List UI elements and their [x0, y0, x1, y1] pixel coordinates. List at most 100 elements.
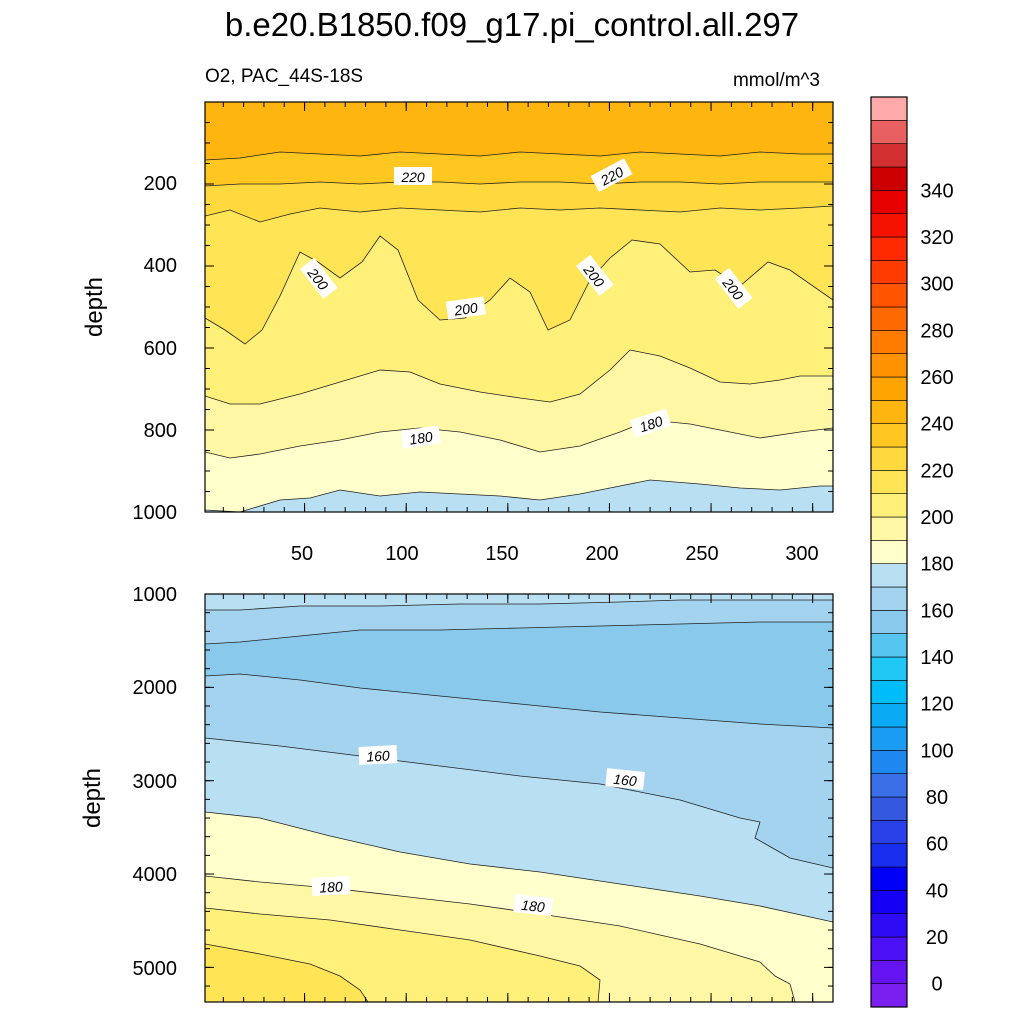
colorbar-label: 240	[920, 414, 953, 436]
colorbar-box	[870, 983, 908, 1008]
colorbar-label: 60	[926, 834, 948, 856]
colorbar-frame	[870, 96, 908, 1008]
contour-line	[205, 621, 833, 645]
contour-line	[205, 811, 833, 923]
y-tick-label: 600	[144, 338, 177, 360]
colorbar-label: 0	[931, 974, 942, 996]
x-tick-label: 300	[785, 543, 818, 565]
colorbar-label: 40	[926, 880, 948, 902]
colorbar-box	[870, 236, 908, 261]
colorbar-box	[870, 376, 908, 401]
contour-line	[205, 349, 833, 405]
contour-line	[205, 181, 833, 187]
colorbar-label: 340	[920, 180, 953, 202]
contour-label: 180	[521, 897, 546, 915]
colorbar-box	[870, 283, 908, 308]
colorbar-box	[870, 796, 908, 821]
colorbar-label: 220	[920, 460, 953, 482]
upper-panel: 220 220 200 200 200 200 180 180 50 100 1…	[81, 101, 834, 565]
colorbar-box	[870, 423, 908, 448]
colorbar-box	[870, 166, 908, 191]
colorbar-box	[870, 610, 908, 634]
colorbar-box	[870, 726, 908, 751]
colorbar-box	[870, 493, 908, 518]
colorbar-box	[870, 190, 908, 214]
colorbar-box	[870, 353, 908, 378]
y-tick-label: 1000	[133, 502, 178, 524]
colorbar-labels: 0 20 40 60 80 100 120 140 160 180 200 220 240 260 280 3…	[920, 180, 953, 995]
colorbar-box	[870, 960, 908, 984]
colorbar	[870, 96, 908, 1008]
upper-y-tick-labels: 200 400 600 800 1000	[133, 173, 178, 524]
colorbar-label: 300	[920, 274, 953, 296]
colorbar-box	[870, 936, 908, 961]
colorbar-label: 140	[920, 647, 953, 669]
fill-band-240	[205, 102, 833, 160]
lower-panel: 160 160 180 180 1000 2000 3000 4000 5000…	[79, 584, 834, 1003]
contour-label: 200	[452, 299, 479, 318]
fill-band-210	[205, 944, 368, 1002]
colorbar-box	[870, 516, 908, 541]
colorbar-box	[870, 540, 908, 564]
colorbar-label: 100	[920, 740, 953, 762]
colorbar-label: 20	[926, 927, 948, 949]
upper-contour-labels: 220 220 200 200 200 200 180 180	[299, 158, 753, 449]
contour-label: 180	[637, 413, 664, 436]
contour-label: 220	[400, 169, 425, 185]
upper-contour-fill: 220 220 200 200 200 200 180 180	[205, 102, 833, 512]
colorbar-box	[870, 656, 908, 681]
lower-contour-labels: 160 160 180 180	[311, 745, 645, 916]
contour-line	[205, 737, 833, 869]
y-tick-label: 200	[144, 173, 177, 195]
y-tick-label: 400	[144, 255, 177, 277]
colorbar-box	[870, 586, 908, 611]
colorbar-box	[870, 890, 908, 914]
lower-plot-frame	[204, 593, 834, 1003]
colorbar-box	[870, 913, 908, 938]
colorbar-box	[870, 633, 908, 658]
colorbar-label: 280	[920, 320, 953, 342]
x-tick-label: 200	[585, 543, 618, 565]
x-tick-label: 250	[685, 543, 718, 565]
x-tick-label: 50	[291, 543, 313, 565]
colorbar-box	[870, 866, 908, 891]
y-tick-label: 4000	[133, 864, 178, 886]
contour-label: 160	[366, 747, 390, 764]
lower-ticks	[205, 593, 834, 1002]
lower-contour-fill: 160 160 180 180	[205, 594, 833, 1002]
contour-line	[205, 479, 833, 512]
colorbar-label: 120	[920, 694, 953, 716]
colorbar-label: 260	[920, 367, 953, 389]
colorbar-label: 80	[926, 787, 948, 809]
contour-line	[205, 419, 833, 459]
colorbar-box	[870, 470, 908, 494]
contour-label: 160	[613, 771, 638, 789]
left-subtitle: O2, PAC_44S-18S	[205, 66, 363, 87]
colorbar-box	[870, 213, 908, 238]
contour-line	[205, 599, 833, 611]
chart-title: b.e20.B1850.f09_g17.pi_control.all.297	[225, 6, 799, 43]
colorbar-box	[870, 143, 908, 168]
colorbar-box	[870, 680, 908, 704]
upper-ticks	[205, 101, 834, 513]
lower-y-tick-labels: 1000 2000 3000 4000 5000	[133, 584, 178, 980]
lower-y-axis-label: depth	[79, 768, 106, 828]
colorbar-label: 160	[920, 600, 953, 622]
y-tick-label: 800	[144, 420, 177, 442]
upper-y-axis-label: depth	[81, 277, 108, 337]
colorbar-box	[870, 120, 908, 144]
colorbar-box	[870, 843, 908, 868]
y-tick-label: 5000	[133, 958, 178, 980]
contour-line	[205, 235, 833, 345]
x-tick-label: 100	[385, 543, 418, 565]
upper-x-tick-labels: 50 100 150 200 250 300	[291, 543, 819, 565]
colorbar-label: 180	[920, 554, 953, 576]
fill-band-150-upper	[205, 594, 833, 644]
y-tick-label: 1000	[133, 584, 178, 606]
contour-label: 180	[319, 878, 343, 895]
upper-contour-lines	[205, 151, 833, 512]
contour-label: 180	[408, 428, 434, 447]
contour-line	[205, 907, 601, 1002]
colorbar-box	[870, 400, 908, 424]
